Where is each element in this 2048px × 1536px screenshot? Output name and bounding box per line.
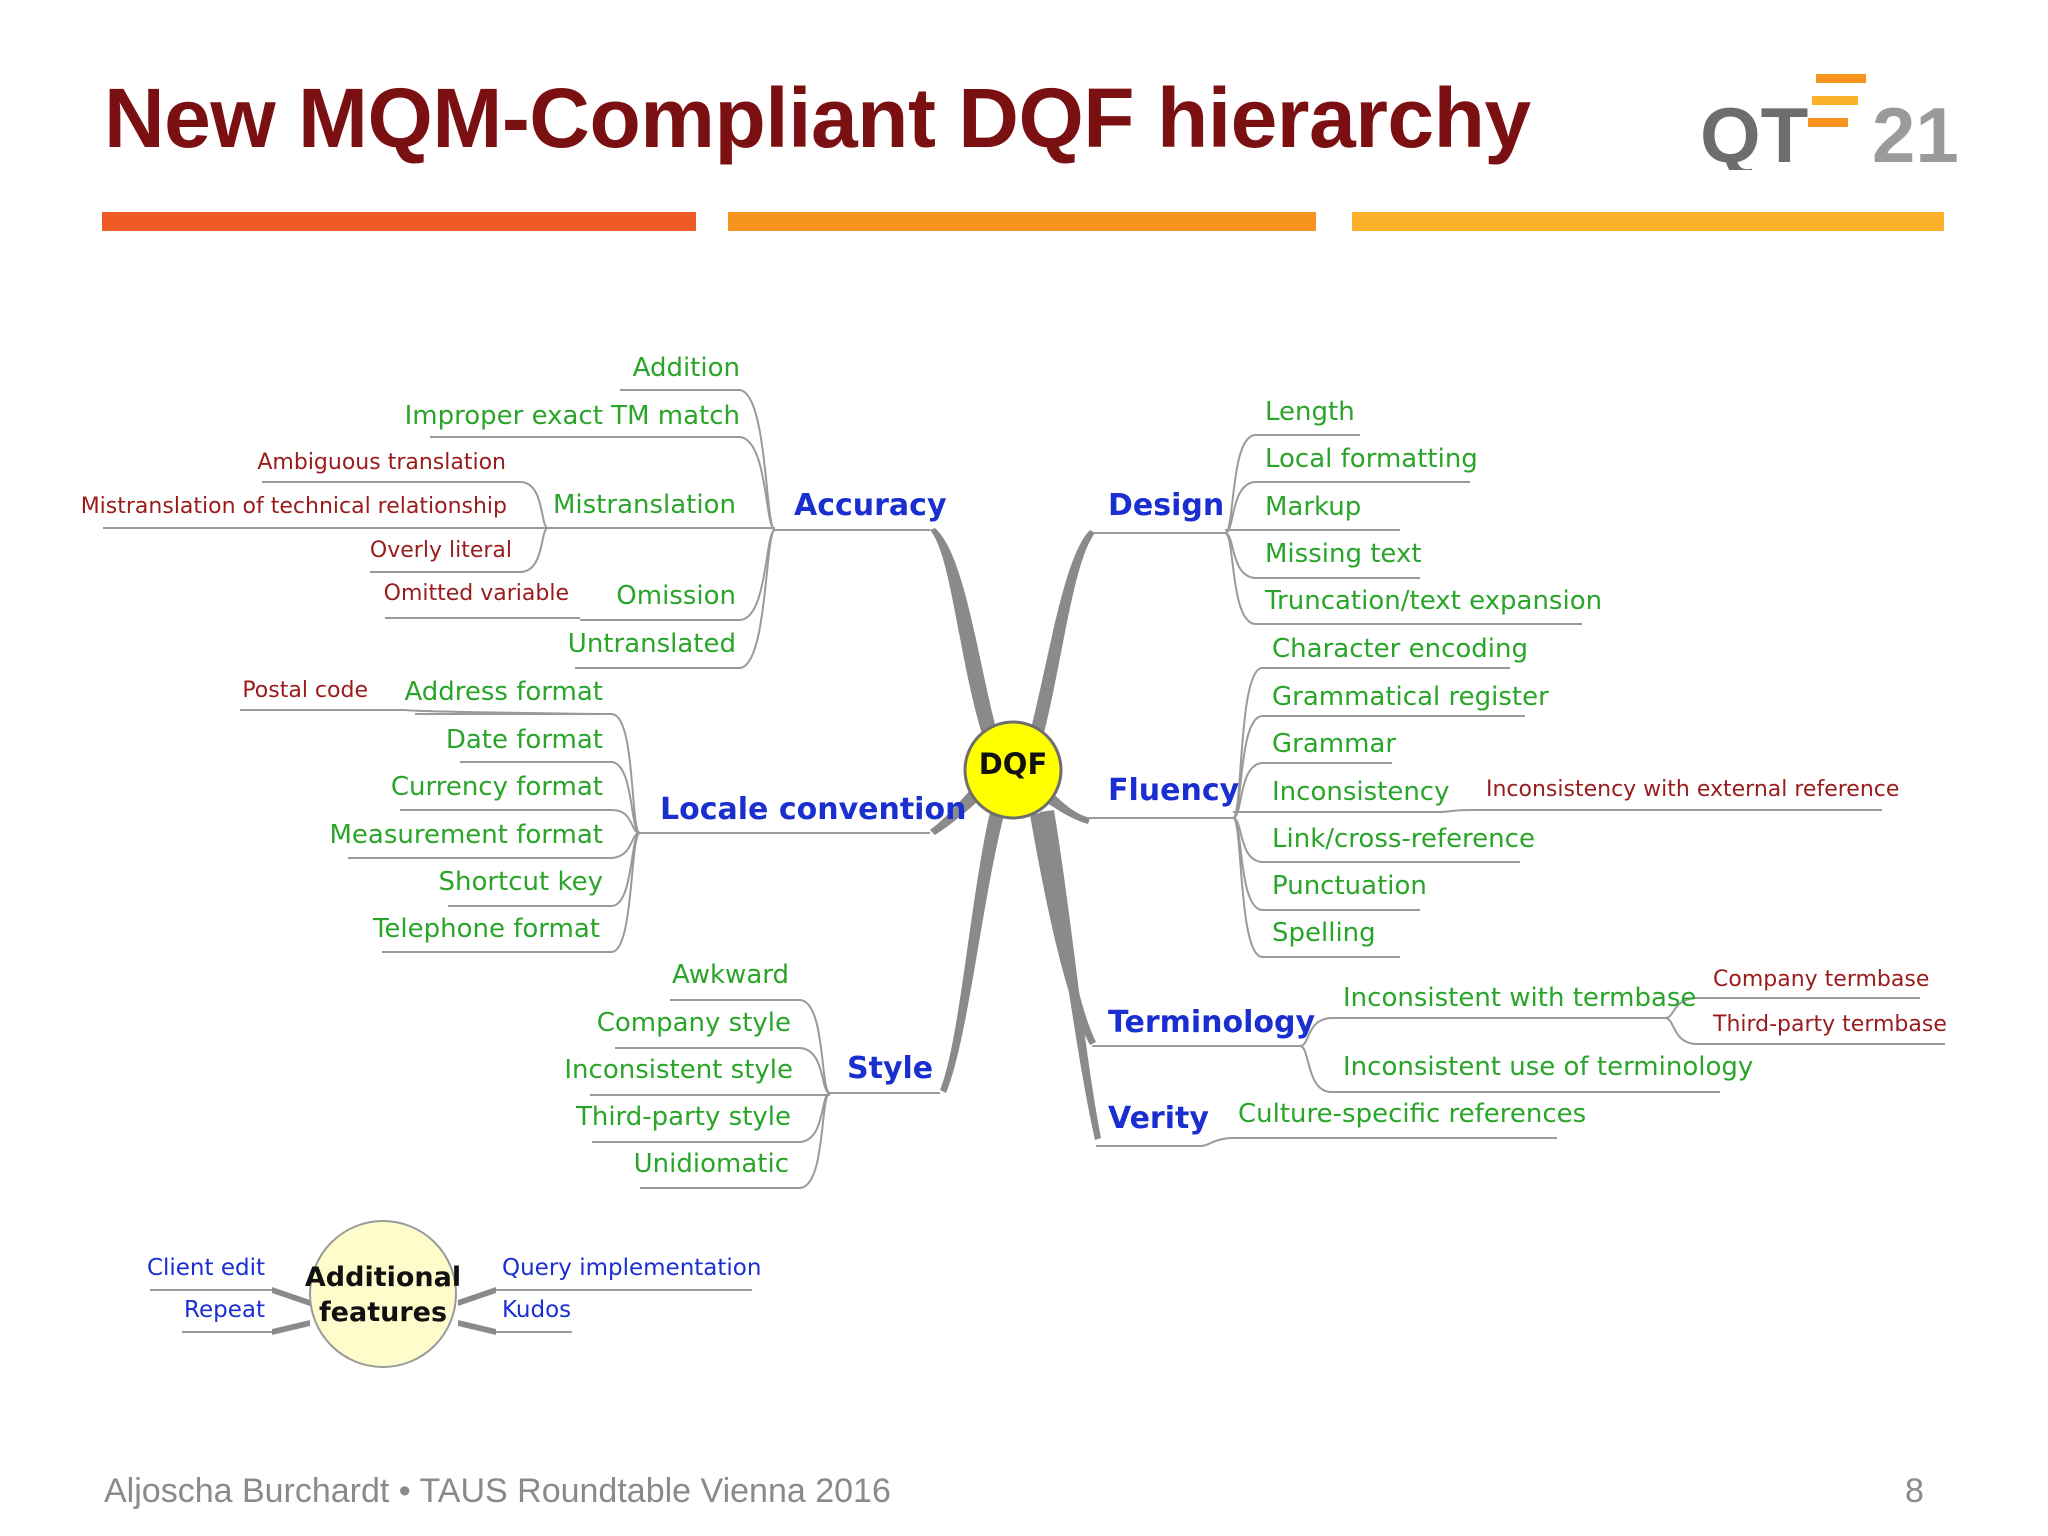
logo-text-left: QT [1700, 91, 1808, 170]
node-spelling: Spelling [1272, 918, 1376, 948]
style-group: Style Awkward Company style Inconsistent… [564, 960, 940, 1189]
node-currency-format: Currency format [391, 772, 603, 802]
main-branches [930, 528, 1101, 1140]
node-addition: Addition [633, 353, 740, 383]
divider-bar-1 [102, 212, 696, 231]
logo-stripe-2 [1812, 96, 1858, 105]
additional-label-2: features [319, 1297, 447, 1328]
node-mistranslation: Mistranslation [553, 490, 736, 520]
node-overly-literal: Overly literal [370, 538, 512, 563]
node-missing-text: Missing text [1265, 539, 1422, 569]
node-punctuation: Punctuation [1272, 871, 1427, 901]
branch-accuracy [930, 528, 1008, 770]
divider-bar-3 [1352, 212, 1944, 231]
qt21-logo: QT 21 [1700, 74, 1959, 170]
node-link-cross-reference: Link/cross-reference [1272, 824, 1535, 854]
node-markup: Markup [1265, 492, 1361, 522]
node-inconsistent-use-terminology: Inconsistent use of terminology [1343, 1052, 1753, 1082]
logo-stripe-1 [1816, 74, 1866, 83]
additional-label-1: Additional [305, 1262, 461, 1293]
node-ambiguous-translation: Ambiguous translation [257, 450, 506, 475]
center-node: DQF [963, 720, 1063, 820]
branch-verity [1040, 810, 1101, 1140]
node-grammatical-register: Grammatical register [1272, 682, 1549, 712]
node-date-format: Date format [446, 725, 603, 755]
node-shortcut-key: Shortcut key [438, 867, 603, 897]
node-grammar: Grammar [1272, 729, 1396, 759]
node-verity: Verity [1108, 1101, 1209, 1136]
node-telephone-format: Telephone format [372, 914, 600, 944]
node-company-termbase: Company termbase [1713, 967, 1929, 992]
node-inconsistency: Inconsistency [1272, 777, 1450, 807]
node-terminology: Terminology [1108, 1005, 1316, 1040]
page-number: 8 [1905, 1472, 1924, 1510]
node-third-party-termbase: Third-party termbase [1712, 1012, 1947, 1037]
node-length: Length [1265, 397, 1355, 427]
node-omitted-variable: Omitted variable [384, 581, 569, 606]
node-improper-tm-match: Improper exact TM match [405, 401, 740, 431]
center-label: DQF [979, 747, 1048, 781]
node-client-edit: Client edit [147, 1255, 265, 1281]
branch-design [1020, 530, 1095, 772]
node-postal-code: Postal code [242, 678, 368, 703]
accuracy-group: Accuracy Addition Improper exact TM matc… [81, 353, 947, 669]
node-query-implementation: Query implementation [502, 1255, 761, 1281]
node-inconsistent-termbase: Inconsistent with termbase [1343, 983, 1696, 1013]
node-fluency: Fluency [1108, 773, 1240, 808]
node-repeat: Repeat [184, 1297, 265, 1323]
node-truncation: Truncation/text expansion [1264, 586, 1602, 616]
node-unidiomatic: Unidiomatic [634, 1149, 789, 1179]
node-inconsistent-style: Inconsistent style [564, 1055, 793, 1085]
node-character-encoding: Character encoding [1272, 634, 1528, 664]
node-local-formatting: Local formatting [1265, 444, 1478, 474]
node-awkward: Awkward [672, 960, 789, 990]
node-accuracy: Accuracy [794, 488, 947, 523]
slide-title: New MQM-Compliant DQF hierarchy [104, 71, 1531, 165]
node-company-style: Company style [597, 1008, 791, 1038]
logo-stripe-3 [1808, 118, 1848, 127]
node-mistranslation-technical: Mistranslation of technical relationship [81, 494, 507, 519]
node-measurement-format: Measurement format [329, 820, 603, 850]
verity-group: Verity Culture-specific references [1096, 1099, 1586, 1147]
node-kudos: Kudos [502, 1297, 571, 1323]
footer-text: Aljoscha Burchardt • TAUS Roundtable Vie… [104, 1472, 891, 1510]
node-address-format: Address format [404, 677, 603, 707]
node-omission: Omission [616, 581, 736, 611]
terminology-group: Terminology Inconsistent with termbase C… [1092, 967, 1947, 1093]
node-design: Design [1108, 488, 1224, 523]
node-style: Style [847, 1051, 933, 1086]
additional-features: Additional features Client edit Repeat Q… [147, 1220, 761, 1368]
node-third-party-style: Third-party style [575, 1102, 791, 1132]
fluency-group: Fluency Character encoding Grammatical r… [1088, 634, 1899, 958]
node-locale-convention: Locale convention [660, 792, 966, 827]
locale-group: Locale convention Address format Postal … [240, 677, 966, 953]
node-culture-specific: Culture-specific references [1238, 1099, 1586, 1129]
design-group: Design Length Local formatting Markup Mi… [1093, 397, 1602, 625]
branch-style [940, 812, 1004, 1093]
node-inconsistency-external: Inconsistency with external reference [1486, 777, 1899, 802]
divider-bar-2 [728, 212, 1316, 231]
node-untranslated: Untranslated [568, 629, 736, 659]
logo-text-right: 21 [1872, 91, 1959, 170]
